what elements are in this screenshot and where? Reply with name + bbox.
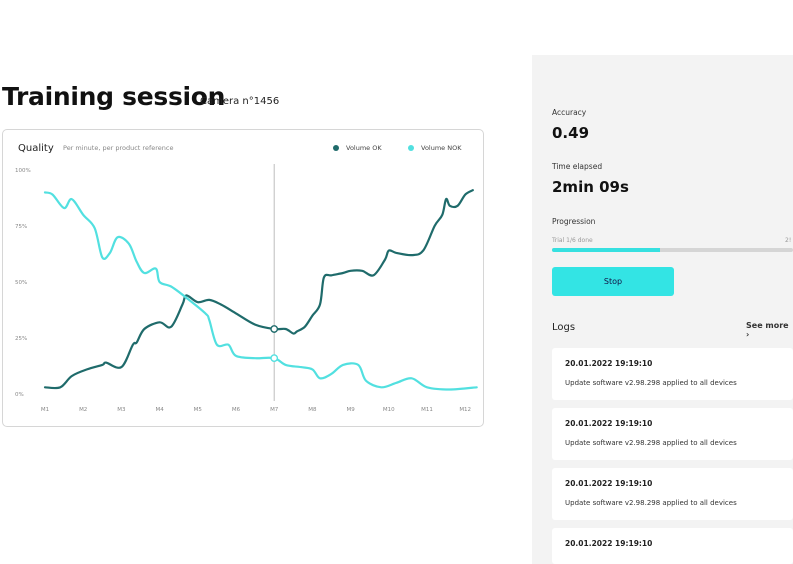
y-tick-label: 0%: [15, 392, 24, 398]
progress-bar: [552, 248, 793, 252]
legend-dot-ok: [333, 145, 339, 151]
y-tick-label: 50%: [15, 280, 27, 286]
y-tick-label: 25%: [15, 336, 27, 342]
log-message: Update software v2.98.298 applied to all…: [565, 439, 737, 447]
progress-bar-fill: [552, 248, 661, 252]
x-tick-label: M12: [459, 407, 471, 413]
accuracy-value: 0.49: [552, 124, 590, 142]
chevron-right-icon: ›: [746, 330, 750, 339]
legend-dot-nok: [408, 145, 414, 151]
x-tick-label: M3: [117, 407, 126, 413]
log-timestamp: 20.01.2022 19:19:10: [565, 419, 653, 428]
log-item[interactable]: 20.01.2022 19:19:10: [552, 528, 793, 564]
legend-label-ok: Volume OK: [346, 144, 382, 152]
quality-chart-card: Quality Per minute, per product referenc…: [2, 129, 484, 427]
progression-label: Progression: [552, 217, 596, 226]
camera-label: Camera n°1456: [200, 96, 280, 107]
see-more-label: See more: [746, 321, 789, 330]
legend-label-nok: Volume NOK: [421, 144, 462, 152]
x-tick-label: M6: [232, 407, 241, 413]
x-tick-label: M1: [41, 407, 49, 413]
log-timestamp: 20.01.2022 19:19:10: [565, 359, 653, 368]
x-tick-label: M5: [194, 407, 203, 413]
log-item[interactable]: 20.01.2022 19:19:10 Update software v2.9…: [552, 468, 793, 520]
time-elapsed-value: 2min 09s: [552, 178, 629, 196]
progress-text: Trial 1/6 done: [552, 237, 593, 244]
x-tick-label: M4: [155, 407, 164, 413]
accuracy-label: Accuracy: [552, 108, 587, 117]
legend-volume-nok[interactable]: Volume NOK: [408, 144, 461, 152]
quality-line-chart[interactable]: 100% 75% 50% 25% 0% M1 M2 M3 M4 M5 M6 M7 M8 M9 M10 M11 M…: [3, 130, 483, 426]
legend-volume-ok[interactable]: Volume OK: [333, 144, 382, 152]
log-item[interactable]: 20.01.2022 19:19:10 Update software v2.9…: [552, 348, 793, 400]
log-timestamp: 20.01.2022 19:19:10: [565, 539, 653, 548]
page-title: Training session: [2, 82, 226, 111]
log-item[interactable]: 20.01.2022 19:19:10 Update software v2.9…: [552, 408, 793, 460]
y-tick-label: 100%: [15, 168, 31, 174]
session-panel: Accuracy 0.49 Time elapsed 2min 09s Prog…: [532, 55, 793, 564]
log-message: Update software v2.98.298 applied to all…: [565, 379, 737, 387]
x-tick-label: M8: [308, 407, 317, 413]
cursor-marker-volume-nok: [270, 354, 279, 363]
series-line-volume-ok: [43, 189, 474, 390]
log-timestamp: 20.01.2022 19:19:10: [565, 479, 653, 488]
x-tick-label: M11: [421, 407, 433, 413]
y-tick-label: 75%: [15, 224, 27, 230]
logs-title: Logs: [552, 322, 576, 333]
x-tick-label: M9: [346, 407, 355, 413]
stop-button[interactable]: Stop: [552, 267, 674, 296]
progress-right-text: 2!: [785, 237, 792, 244]
time-elapsed-label: Time elapsed: [552, 162, 603, 171]
chart-title: Quality: [18, 143, 54, 154]
series-line-volume-nok: [43, 191, 478, 391]
chart-subtitle: Per minute, per product reference: [63, 144, 174, 152]
x-tick-label: M10: [383, 407, 395, 413]
cursor-marker-volume-ok: [270, 325, 279, 333]
x-tick-label: M7: [270, 407, 279, 413]
log-message: Update software v2.98.298 applied to all…: [565, 499, 737, 507]
see-more-link[interactable]: See more ›: [746, 321, 793, 339]
x-tick-label: M2: [79, 407, 87, 413]
